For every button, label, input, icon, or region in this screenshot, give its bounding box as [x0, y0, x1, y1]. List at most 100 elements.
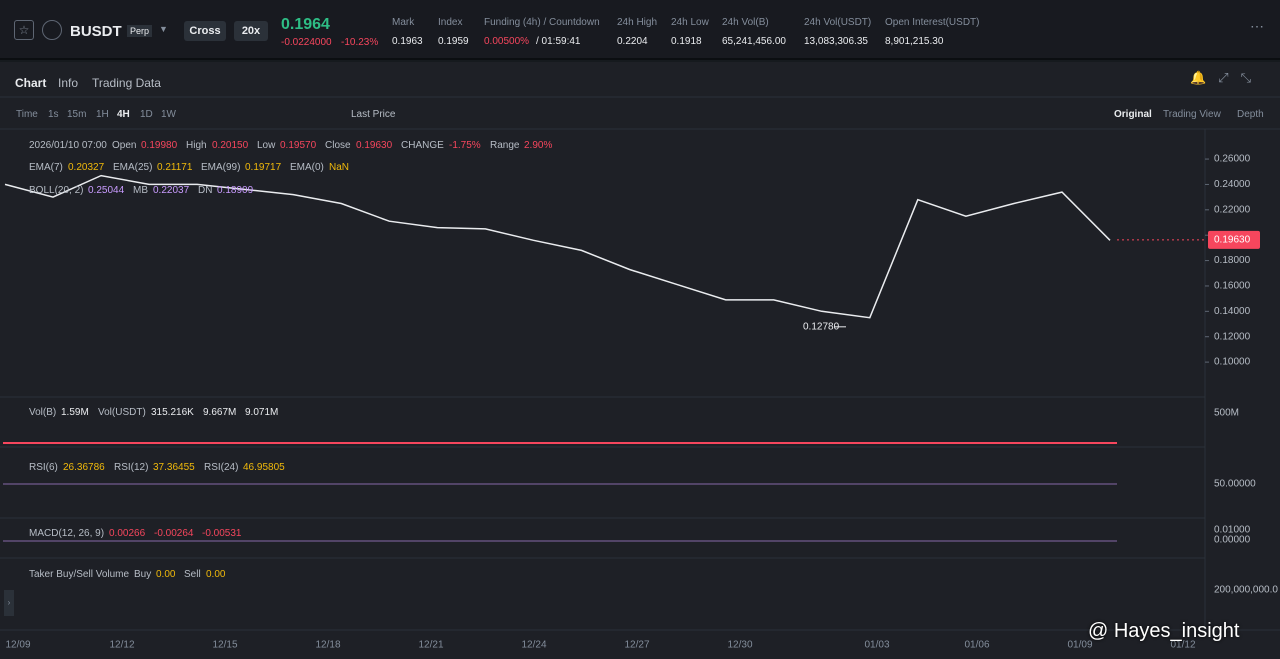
legend-value: 0.20327 [68, 162, 105, 173]
y-tick-label: 0.10000 [1214, 357, 1251, 368]
x-tick-label: 12/24 [521, 640, 546, 651]
price-change: -0.0224000 [281, 37, 332, 48]
legend-value: 0.19630 [356, 140, 393, 151]
legend-label: DN [198, 185, 213, 196]
x-tick-label: 12/21 [418, 640, 443, 651]
legend-value: 2.90% [524, 140, 553, 151]
x-tick-label: 12/15 [212, 640, 237, 651]
tab[interactable]: Info [58, 76, 79, 90]
x-tick-label: 01/03 [864, 640, 889, 651]
legend-label: 2026/01/10 07:00 [29, 140, 107, 151]
legend-label: CHANGE [401, 140, 444, 151]
x-tick-label: 12/27 [624, 640, 649, 651]
legend-label: Open [112, 140, 137, 151]
legend-value: 0.21171 [157, 162, 193, 173]
legend-label: RSI(12) [114, 462, 149, 473]
stat-value: 0.1963 [392, 36, 423, 47]
stat-extra: / 01:59:41 [536, 36, 581, 47]
legend-label: MB [133, 185, 148, 196]
more-button[interactable]: ⋯ [1250, 18, 1264, 34]
legend-label: Vol(B) [29, 407, 57, 418]
interval[interactable]: 1H [96, 109, 109, 120]
panel-axis-label: 0.00000 [1214, 535, 1251, 546]
legend-value: 0.19717 [245, 162, 282, 173]
y-tick-label: 0.24000 [1214, 179, 1251, 190]
chart-icons[interactable]: 🔔⤢⤡ [1190, 70, 1263, 85]
view-tab[interactable]: Depth [1237, 109, 1264, 120]
symbol[interactable]: BUSDT [70, 23, 122, 40]
y-tick-label: 0.16000 [1214, 281, 1251, 292]
legend-value: 0.00 [206, 569, 226, 580]
panel-axis-label: 200,000,000.0 [1214, 585, 1278, 596]
dropdown[interactable]: ▼ [159, 24, 168, 34]
legend-value: -0.00264 [154, 528, 194, 539]
legend-value: 0.20150 [212, 140, 249, 151]
collapse-button[interactable]: › [4, 590, 14, 616]
price-type[interactable]: Last Price [351, 109, 396, 120]
legend-label: Buy [134, 569, 152, 580]
stat-value: 0.1959 [438, 36, 469, 47]
leverage-button[interactable]: 20x [234, 21, 268, 41]
legend-label: EMA(99) [201, 162, 241, 173]
y-tick-label: 0.14000 [1214, 306, 1251, 317]
stat-label: 24h Vol(USDT) [804, 17, 872, 28]
last-price: 0.1964 [281, 16, 330, 33]
panel-axis-label: 0.01000 [1214, 525, 1251, 536]
legend-label: EMA(7) [29, 162, 63, 173]
price-line [4, 174, 1111, 319]
view-tab[interactable]: Original [1114, 109, 1152, 120]
legend-value: 0.19570 [280, 140, 317, 151]
stat-label: 24h High [617, 17, 658, 28]
legend-value: 0.00 [156, 569, 176, 580]
stat-value: 13,083,306.35 [804, 36, 868, 47]
legend-label: BOLL(20, 2) [29, 185, 84, 196]
legend-value: -0.00531 [202, 528, 242, 539]
y-tick-label: 0.12000 [1214, 331, 1251, 342]
stat-label: Funding (4h) / Countdown [484, 17, 600, 28]
header: ☆ BUSDT Perp ▼ Cross 20x 0.1964 -0.02240… [0, 0, 1280, 60]
coin-icon [42, 20, 62, 40]
legend-value: 0.18909 [217, 185, 254, 196]
view-tab[interactable]: Trading View [1163, 109, 1221, 120]
interval[interactable]: 1s [48, 109, 59, 120]
legend-label: RSI(24) [204, 462, 239, 473]
legend-value: 0.22037 [153, 185, 190, 196]
stat-value: 0.00500% [484, 36, 530, 47]
stat-value: 65,241,456.00 [722, 36, 786, 47]
interval[interactable]: 15m [67, 109, 87, 120]
tab[interactable]: Chart [15, 76, 47, 90]
legend-label: High [186, 140, 207, 151]
legend-label: Vol(USDT) [98, 407, 146, 418]
interval[interactable]: 1W [161, 109, 176, 120]
interval[interactable]: Time [16, 109, 38, 120]
legend-label: Range [490, 140, 520, 151]
tab[interactable]: Trading Data [92, 76, 161, 90]
y-tick-label: 0.26000 [1214, 154, 1251, 165]
x-tick-label: 01/09 [1067, 640, 1092, 651]
interval[interactable]: 4H [117, 109, 130, 120]
stat-label: Open Interest(USDT) [885, 17, 980, 28]
panel-axis-label: 500M [1214, 408, 1239, 419]
legend-label: Taker Buy/Sell Volume [29, 569, 130, 580]
interval[interactable]: 1D [140, 109, 153, 120]
x-tick-label: 01/06 [964, 640, 989, 651]
stat-label: Mark [392, 17, 415, 28]
favorite-button[interactable]: ☆ [14, 20, 34, 40]
stat-label: Index [438, 17, 463, 28]
legend-value: 0.00266 [109, 528, 146, 539]
legend-value: 0.25044 [88, 185, 125, 196]
legend-value: 315.216K [151, 407, 194, 418]
legend-label: Close [325, 140, 351, 151]
x-tick-label: 12/09 [5, 640, 30, 651]
last-price-label: 0.19630 [1214, 235, 1251, 246]
margin-button[interactable]: Cross [184, 21, 226, 41]
legend-value: NaN [329, 162, 350, 173]
last-price-box [1208, 230, 1260, 249]
stat-value: 8,901,215.30 [885, 36, 944, 47]
legend-label: EMA(25) [113, 162, 153, 173]
legend-label: EMA(0) [290, 162, 324, 173]
stat-label: 24h Low [671, 17, 709, 28]
price-change-pct: -10.23% [341, 37, 379, 48]
legend-value: 46.95805 [243, 462, 285, 473]
